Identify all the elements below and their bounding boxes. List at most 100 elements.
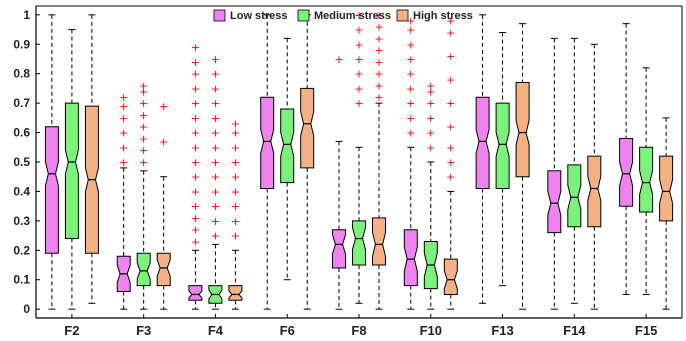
box-medium-stress <box>567 164 582 228</box>
outlier-marker: + <box>406 38 415 51</box>
outlier-marker: + <box>406 112 415 125</box>
outlier-marker: + <box>191 56 200 69</box>
box-medium-stress <box>280 108 295 184</box>
outlier-marker: + <box>231 230 240 243</box>
outlier-marker: + <box>354 24 363 37</box>
outlier-marker: + <box>139 97 148 110</box>
x-tick-label: F13 <box>491 323 513 338</box>
y-tick-label: 1 <box>23 8 30 22</box>
outlier-marker: + <box>426 79 435 92</box>
legend-label: Medium stress <box>314 10 391 22</box>
outlier-marker: + <box>354 38 363 51</box>
box-high-stress <box>659 155 674 222</box>
y-tick-label: 0.8 <box>13 67 30 81</box>
outlier-marker: + <box>191 235 200 248</box>
legend-swatch <box>213 9 226 22</box>
x-tick-label: F14 <box>563 323 586 338</box>
box-high-stress <box>587 155 602 228</box>
outlier-marker: + <box>354 82 363 95</box>
box-high-stress <box>515 82 530 178</box>
outlier-marker: + <box>426 141 435 154</box>
y-tick-label: 0.4 <box>13 184 30 198</box>
box-high-stress <box>228 285 243 301</box>
outlier-marker: + <box>426 112 435 125</box>
outlier-marker: + <box>119 156 128 169</box>
x-tick-label: F8 <box>351 323 366 338</box>
outlier-marker: + <box>374 91 383 104</box>
outlier-marker: + <box>211 200 220 213</box>
outlier-marker: + <box>446 121 455 134</box>
outlier-marker: + <box>446 15 455 28</box>
box-high-stress <box>443 258 458 295</box>
x-tick-label: F3 <box>136 323 151 338</box>
outlier-marker: + <box>191 68 200 81</box>
outlier-marker: + <box>211 53 220 66</box>
box-medium-stress <box>495 102 510 189</box>
outlier-marker: + <box>211 215 220 228</box>
axes-layer: 0 0.1 0.2 0.3 0.4 0.5 0.6 0.7 0.8 0.9 1 F2 F3 F4 F6 F8 F… <box>13 5 683 338</box>
outlier-marker: + <box>406 127 415 140</box>
outlier-marker: + <box>406 97 415 110</box>
box-low-stress <box>260 96 275 189</box>
outlier-marker: + <box>159 135 168 148</box>
outlier-marker: + <box>446 156 455 169</box>
legend: Low stress Medium stress High stress <box>213 9 473 22</box>
outlier-marker: + <box>159 100 168 113</box>
outlier-marker: + <box>211 82 220 95</box>
outlier-marker: + <box>231 127 240 140</box>
outlier-marker: + <box>426 97 435 110</box>
outlier-marker: + <box>191 112 200 125</box>
outlier-marker: + <box>211 68 220 81</box>
y-tick-label: 0 <box>23 302 30 316</box>
y-tick-label: 0.7 <box>13 96 30 110</box>
legend-label: Low stress <box>230 10 287 22</box>
outlier-marker: + <box>354 9 363 22</box>
outlier-marker: + <box>446 50 455 63</box>
box-high-stress <box>156 252 171 287</box>
outlier-marker: + <box>191 224 200 237</box>
x-tick-label: F4 <box>208 323 224 338</box>
y-tick-label: 0.3 <box>13 214 30 228</box>
outlier-marker: + <box>354 97 363 110</box>
box-low-stress <box>332 229 346 269</box>
outlier-marker: + <box>354 53 363 66</box>
outlier-marker: + <box>211 230 220 243</box>
legend-swatch <box>396 9 409 22</box>
x-tick-label: F15 <box>635 323 657 338</box>
outlier-marker: + <box>119 141 128 154</box>
outlier-marker: + <box>191 200 200 213</box>
boxes-layer: + + + + + + + + + + + + + + + + + + + + + + + + + + + + + + + + + + + + + + + +… <box>44 9 674 310</box>
outlier-marker: + <box>406 82 415 95</box>
outlier-marker: + <box>374 79 383 92</box>
y-tick-label: 0.1 <box>13 273 30 287</box>
y-tick-label: 0.9 <box>13 37 30 51</box>
outlier-marker: + <box>191 185 200 198</box>
outlier-marker: + <box>191 171 200 184</box>
outlier-marker: + <box>119 127 128 140</box>
outlier-marker: + <box>119 91 128 104</box>
outlier-marker: + <box>374 9 383 22</box>
outlier-marker: + <box>374 32 383 45</box>
outlier-marker: + <box>211 97 220 110</box>
box-medium-stress <box>352 220 366 266</box>
legend-swatch <box>297 9 310 22</box>
outlier-marker: + <box>446 141 455 154</box>
outlier-marker: + <box>406 24 415 37</box>
x-tick-label: F10 <box>420 323 442 338</box>
outlier-marker: + <box>211 127 220 140</box>
outlier-marker: + <box>406 15 415 28</box>
box-high-stress <box>300 87 315 169</box>
y-tick-label: 0.6 <box>13 126 30 140</box>
outlier-marker: + <box>139 79 148 92</box>
outlier-marker: + <box>139 85 148 98</box>
outlier-marker: + <box>446 97 455 110</box>
outlier-marker: + <box>231 185 240 198</box>
outlier-marker: + <box>374 21 383 34</box>
legend-label: High stress <box>413 10 473 22</box>
outlier-marker: + <box>406 68 415 81</box>
box-low-stress <box>619 138 634 207</box>
y-tick-label: 0.5 <box>13 155 30 169</box>
box-low-stress <box>44 126 59 254</box>
